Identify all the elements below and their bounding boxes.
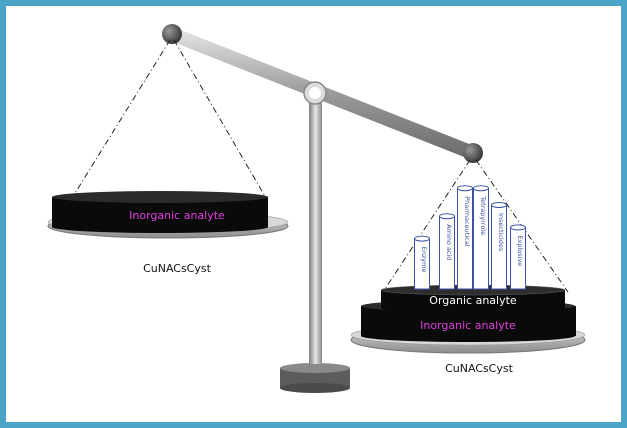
tube-cap	[473, 185, 489, 192]
right-pan: Inorganic analyte Organic analyte	[350, 284, 586, 354]
tube-label: Tetrapyrrole	[479, 195, 487, 235]
balance-pole	[309, 92, 322, 364]
balance-pivot	[303, 81, 327, 105]
tube-cap	[439, 213, 455, 220]
tube-amino-acid: Amino acid	[439, 213, 455, 290]
tube-explosive: Explosive	[510, 224, 526, 290]
tube-cap	[491, 202, 507, 208]
tube-cap	[457, 185, 473, 192]
tube-label: Enzyme	[420, 247, 428, 273]
right-inorganic-label: Inorganic analyte	[420, 319, 516, 332]
tube-cap	[510, 224, 526, 231]
analyte-tubes: Enzyme Amino acid Pharmaceutical Tetrapyrro…	[414, 185, 526, 290]
tube-cap	[414, 235, 430, 242]
tube-enzyme: Enzyme	[414, 235, 430, 290]
left-pan-caption: CuNACsCyst	[143, 262, 212, 275]
left-pan-strings	[71, 39, 267, 199]
balance-base	[280, 363, 350, 393]
left-inorganic-label: Inorganic analyte	[129, 209, 225, 222]
tube-label: Insecticides	[497, 213, 505, 252]
tube-tetrapyrrole: Tetrapyrrole	[473, 185, 489, 290]
right-beam-knob	[463, 143, 483, 163]
right-pan-caption: CuNACsCyst	[445, 362, 514, 375]
tube-insecticides: Insecticides	[491, 202, 507, 290]
tube-label: Pharmaceutical	[463, 196, 471, 246]
left-inorganic-disc	[52, 191, 268, 233]
tube-label: Amino acid	[445, 224, 453, 260]
tube-pharmaceutical: Pharmaceutical	[457, 185, 473, 290]
left-beam-knob	[162, 24, 182, 44]
left-pan: Inorganic analyte	[47, 191, 289, 239]
tube-label: Explosive	[516, 235, 524, 266]
right-organic-label: Organic analyte	[429, 294, 517, 307]
